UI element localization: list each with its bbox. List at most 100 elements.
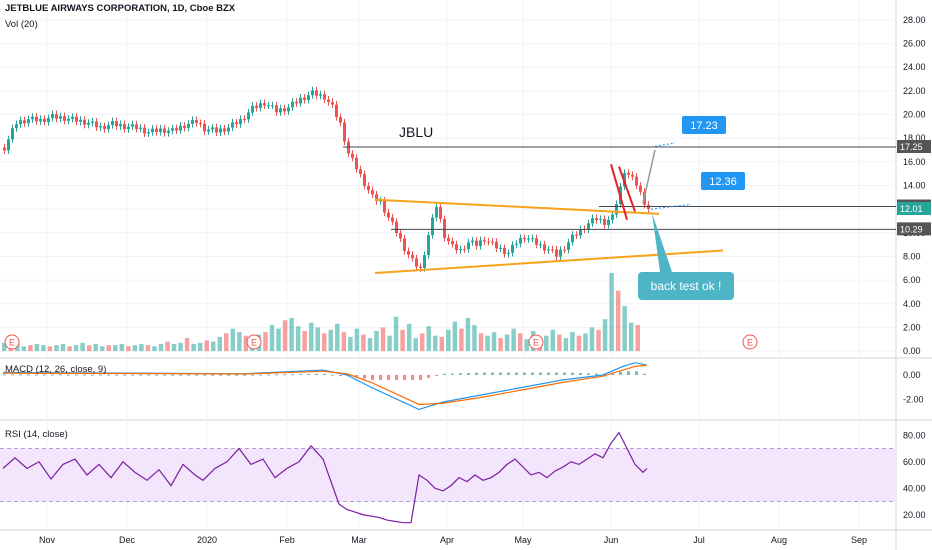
price-tick-label: 4.00 xyxy=(903,299,921,309)
volume-bar xyxy=(217,336,223,352)
candle-body xyxy=(71,116,74,119)
candle-body xyxy=(255,105,258,109)
macd-histogram-bar xyxy=(507,372,510,375)
candle-body xyxy=(99,126,102,128)
macd-histogram-bar xyxy=(131,374,134,376)
macd-histogram-bar xyxy=(299,374,302,376)
volume-bar xyxy=(354,328,360,352)
candle-body xyxy=(79,119,82,122)
candle-body xyxy=(235,122,238,125)
volume-bar xyxy=(374,330,379,352)
macd-histogram-bar xyxy=(67,374,70,376)
candle-body xyxy=(35,116,38,122)
macd-tick-label: -2.00 xyxy=(903,395,924,405)
volume-bar xyxy=(406,323,412,352)
candle-body xyxy=(87,122,90,125)
candle-body xyxy=(275,105,278,113)
candle-body xyxy=(67,118,70,121)
time-tick-label: Jul xyxy=(693,535,705,545)
price-label-box xyxy=(897,202,931,216)
macd-histogram-bar xyxy=(395,374,398,380)
trendline-upper xyxy=(374,198,660,215)
drawing-layer[interactable]: JBLU 17.23 12.36 back test ok ! E E E E xyxy=(4,116,896,350)
callout-b-box xyxy=(701,172,745,190)
volume-bar xyxy=(93,343,98,352)
volume-bar xyxy=(452,321,458,352)
macd-histogram-bar xyxy=(179,374,182,376)
candle-body xyxy=(3,147,6,151)
volume-bar xyxy=(41,345,46,352)
volume-bar xyxy=(47,346,53,352)
macd-histogram-bar xyxy=(155,374,158,376)
macd-histogram-bar xyxy=(435,374,438,376)
candle-body xyxy=(191,119,194,124)
candle-body xyxy=(7,139,10,151)
macd-line xyxy=(2,362,648,411)
candle-body xyxy=(407,250,410,255)
macd-histogram-bar xyxy=(371,374,374,380)
candle-body xyxy=(479,240,482,247)
macd-histogram-bar xyxy=(403,374,406,380)
macd-histogram-bar xyxy=(35,374,38,376)
candle-body xyxy=(455,244,458,251)
volume-bar xyxy=(615,290,621,352)
volume-bar xyxy=(243,335,249,352)
volume-bar xyxy=(511,328,516,352)
candle-body xyxy=(299,97,302,104)
candle-body xyxy=(319,94,322,96)
macd-histogram-bar xyxy=(139,374,142,376)
macd-histogram-bar xyxy=(459,373,462,375)
axis-labels: 0.002.004.006.008.0010.0012.0014.0016.00… xyxy=(39,15,931,545)
candle-body xyxy=(323,94,326,100)
candle-body xyxy=(31,116,34,120)
volume-bar xyxy=(328,329,334,352)
candle-body xyxy=(595,218,598,221)
candle-body xyxy=(435,206,438,218)
rsi-legend[interactable]: RSI (14, close) xyxy=(5,429,68,440)
volume-bar xyxy=(550,329,556,352)
note-box xyxy=(638,272,734,300)
macd-histogram-bar xyxy=(555,372,558,375)
macd-histogram-bar xyxy=(251,374,254,376)
macd-legend[interactable]: MACD (12, 26, close, 9) xyxy=(5,364,107,375)
symbol-title[interactable]: JETBLUE AIRWAYS CORPORATION, 1D, Cboe BZ… xyxy=(5,3,236,14)
macd-histogram-bar xyxy=(19,374,22,376)
macd-histogram-bar xyxy=(43,374,46,376)
candle-body xyxy=(507,252,510,254)
candle-body xyxy=(303,97,306,100)
earnings-marker xyxy=(246,334,262,350)
macd-histogram-bar xyxy=(579,373,582,375)
macd-histogram-bar xyxy=(547,372,550,375)
volume-bar xyxy=(576,335,582,352)
macd-histogram-bar xyxy=(163,374,166,376)
candle-body xyxy=(539,244,542,246)
candle-body xyxy=(111,121,114,126)
candle-body xyxy=(503,247,506,254)
volume-bar xyxy=(126,346,131,352)
candle-body xyxy=(443,218,446,238)
volume-legend[interactable]: Vol (20) xyxy=(5,19,38,30)
candle-body xyxy=(143,127,146,134)
volume-bar xyxy=(524,339,529,352)
macd-histogram-bar xyxy=(355,374,358,378)
macd-histogram-bar xyxy=(227,374,230,376)
macd-histogram-bar xyxy=(99,374,102,376)
macd-histogram-bar xyxy=(51,374,54,376)
candle-body xyxy=(359,169,362,174)
candle-body xyxy=(243,118,246,120)
volume-bar xyxy=(165,341,170,352)
price-label-box xyxy=(897,140,931,154)
candle-body xyxy=(419,266,422,269)
candle-body xyxy=(559,249,562,257)
ticker-annotation: JBLU xyxy=(399,124,433,140)
volume-bar xyxy=(289,317,294,352)
price-tick-label: 22.00 xyxy=(903,86,926,96)
candle-body xyxy=(267,105,270,107)
candle-body xyxy=(39,118,42,122)
candle-body xyxy=(527,238,530,240)
volume-bar xyxy=(158,343,164,352)
volume-bar xyxy=(563,338,569,352)
price-tick-label: 20.00 xyxy=(903,109,926,119)
macd-histogram-bar xyxy=(315,373,318,375)
